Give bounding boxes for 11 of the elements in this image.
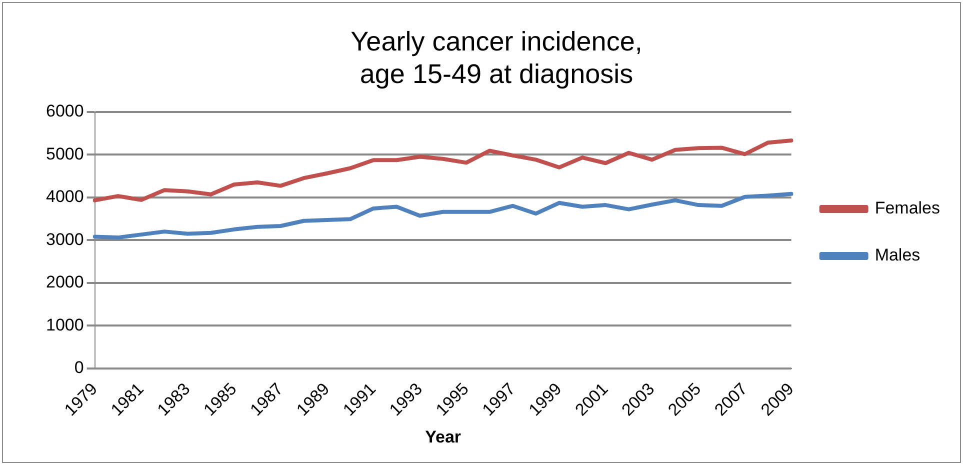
y-tick-label: 2000 — [46, 272, 84, 292]
y-tick-label: 1000 — [46, 315, 84, 334]
x-axis-title: Year — [425, 427, 462, 446]
y-tick-label: 5000 — [46, 144, 84, 164]
y-tick-label: 0 — [74, 358, 84, 378]
y-tick-label: 4000 — [46, 187, 84, 206]
chart-title: Yearly cancer incidence, age 15-49 at diagnosis — [350, 26, 642, 90]
legend-label: Females — [874, 198, 940, 218]
y-tick-label: 6000 — [46, 101, 84, 120]
y-tick-label: 3000 — [46, 230, 84, 249]
legend-label: Males — [874, 246, 920, 265]
